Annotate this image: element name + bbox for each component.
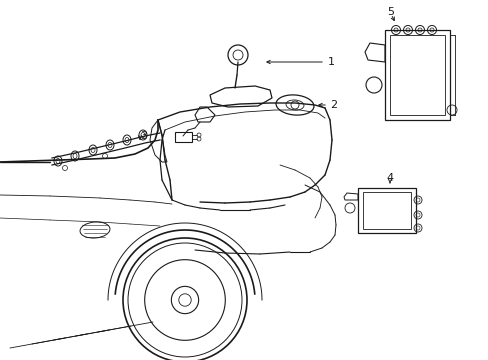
Text: 4: 4 [386, 173, 393, 183]
Text: 2: 2 [329, 100, 336, 110]
Text: 5: 5 [386, 7, 393, 17]
Text: 3: 3 [140, 131, 147, 141]
Text: 1: 1 [327, 57, 334, 67]
